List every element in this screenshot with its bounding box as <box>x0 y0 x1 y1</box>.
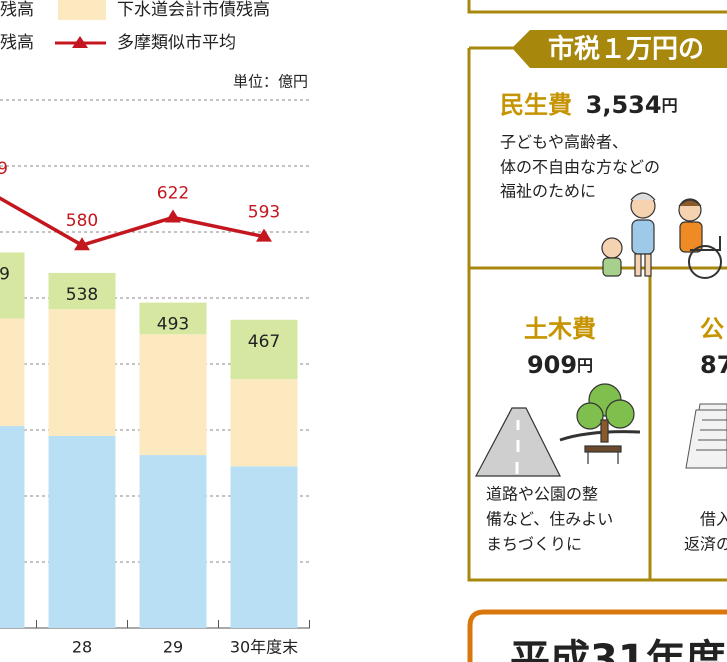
cost-text: 返済の <box>684 535 727 554</box>
line-value-label: 593 <box>248 203 280 223</box>
total-label: 538 <box>66 285 98 305</box>
cost-text: 福祉のために <box>500 182 596 201</box>
line-value-label: 622 <box>157 183 189 203</box>
x-tick-label: 28 <box>72 638 92 657</box>
bar-segment <box>0 252 25 318</box>
section-title: 平成31年度 <box>510 637 726 662</box>
bar-segment <box>231 379 298 466</box>
road-illustration <box>476 384 640 476</box>
cost-text: 体の不自由な方などの <box>500 158 660 177</box>
legend-label: 多摩類似市平均 <box>117 33 236 53</box>
tab-title: 市税１万円の <box>548 34 704 65</box>
total-label: 493 <box>157 315 189 335</box>
cost-text: 子どもや高齢者、 <box>500 133 628 152</box>
legend-label: 残高 <box>0 0 34 20</box>
line-value-label: 580 <box>66 211 98 231</box>
chart: 569 538 28 493 29 467 30年度末 659 580 622 593 <box>0 100 310 657</box>
unit-note: 単位：億円 <box>233 73 308 91</box>
bar-segment <box>0 318 25 426</box>
cost-text: 備など、住みよい <box>486 510 613 529</box>
legend-swatch <box>58 0 106 20</box>
cost-unit: 円 <box>577 356 593 375</box>
people-illustration <box>602 193 721 278</box>
bar-segment <box>140 334 207 455</box>
bar-segment <box>0 426 25 628</box>
page: {"chart_data": {"type": "stacked-bar-lin… <box>0 0 727 662</box>
legend: 残高 下水道会計市債残高 残高 多摩類似市平均 <box>0 0 270 53</box>
cost-heading: 民生費 3,534円 <box>500 91 678 119</box>
legend-label: 下水道会計市債残高 <box>117 0 270 20</box>
line-marker <box>165 209 181 222</box>
cost-text: まちづくりに <box>486 535 582 554</box>
bar-segment <box>49 436 116 628</box>
bar-segment <box>231 466 298 628</box>
line-value-label: 659 <box>0 159 8 179</box>
cost-title: 土木費 <box>524 315 596 343</box>
x-tick-label: 30年度末 <box>230 638 298 657</box>
bar-segment <box>49 309 116 436</box>
paper-illustration <box>686 404 727 468</box>
cost-unit: 円 <box>662 96 678 115</box>
cost-amount: 3,534 <box>586 91 662 119</box>
cost-text: 借入 <box>700 510 727 529</box>
cost-text: 道路や公園の整 <box>486 485 598 504</box>
cost-title: 民生費 <box>500 91 572 119</box>
cost-amount: 909 <box>527 351 577 379</box>
total-label: 467 <box>248 332 280 352</box>
panel-border <box>469 0 727 12</box>
bar-segment <box>140 455 207 628</box>
total-label: 569 <box>0 264 10 284</box>
cost-heading: 909円 <box>527 351 593 379</box>
document: 残高 下水道会計市債残高 残高 多摩類似市平均 単位：億円 569 538 28 49… <box>0 0 727 662</box>
cost-amount: 87 <box>700 351 727 379</box>
legend-label: 残高 <box>0 33 34 53</box>
average-line <box>0 193 264 245</box>
cost-title: 公 <box>700 315 724 343</box>
x-tick-label: 29 <box>163 638 183 657</box>
